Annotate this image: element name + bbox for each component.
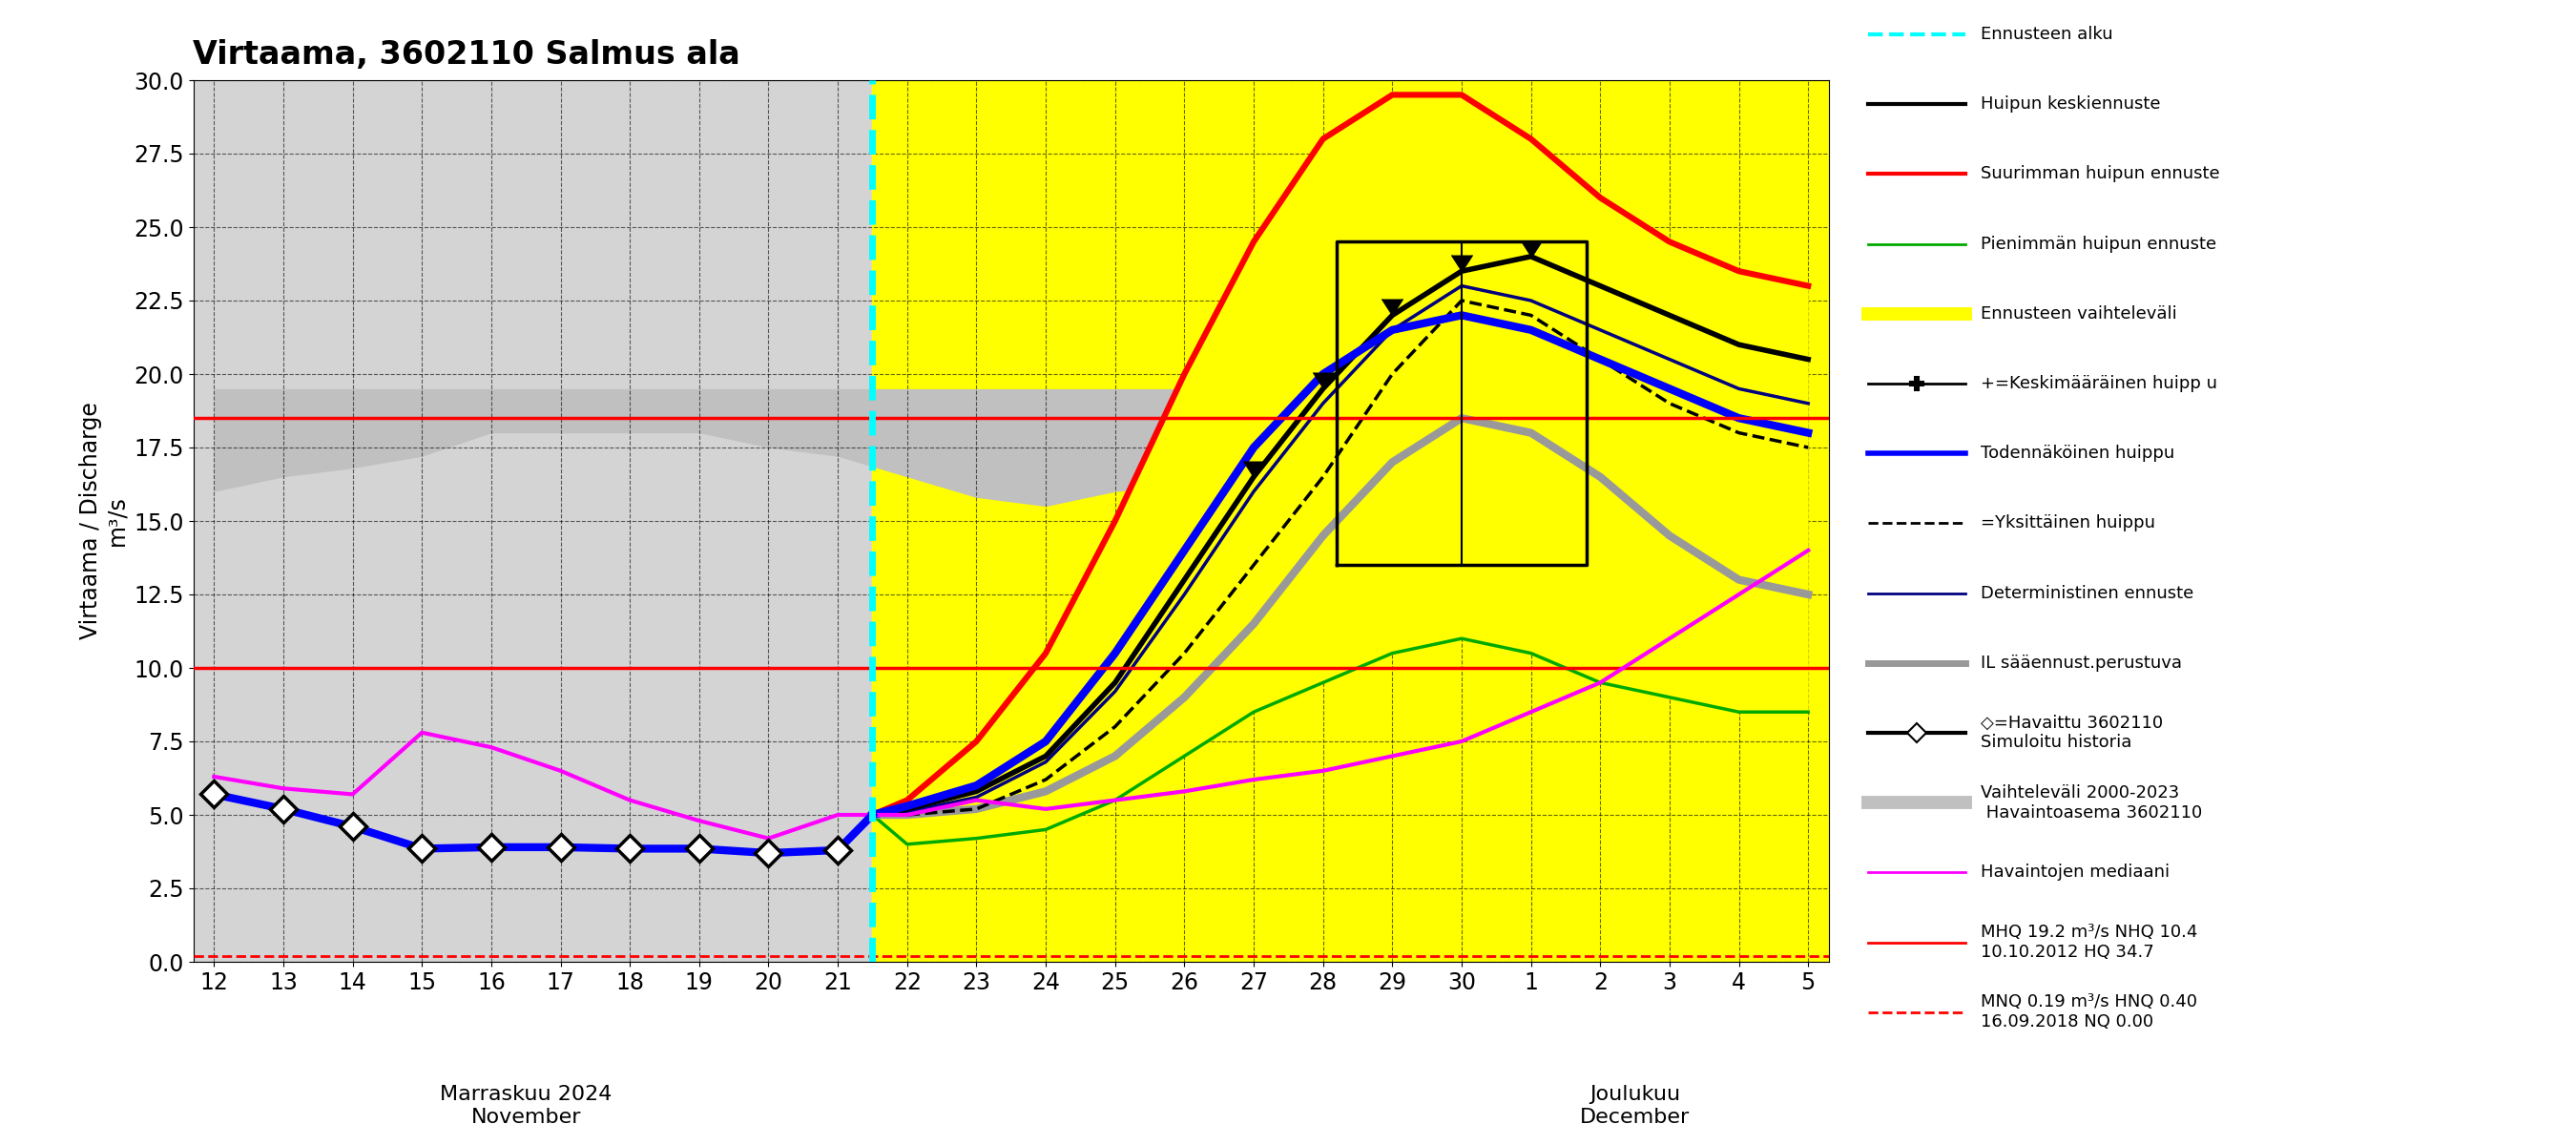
Text: MNQ 0.19 m³/s HNQ 0.40
16.09.2018 NQ 0.00: MNQ 0.19 m³/s HNQ 0.40 16.09.2018 NQ 0.0…: [1981, 994, 2197, 1030]
Text: Virtaama, 3602110 Salmus ala: Virtaama, 3602110 Salmus ala: [193, 39, 742, 71]
Y-axis label: Virtaama / Discharge
m³/s: Virtaama / Discharge m³/s: [80, 402, 129, 640]
Text: Havaintojen mediaani: Havaintojen mediaani: [1981, 863, 2169, 882]
Text: IL sääennust.perustuva: IL sääennust.perustuva: [1981, 654, 2182, 671]
Text: Suurimman huipun ennuste: Suurimman huipun ennuste: [1981, 166, 2221, 182]
Text: Pienimmän huipun ennuste: Pienimmän huipun ennuste: [1981, 236, 2218, 253]
Text: Marraskuu 2024
November: Marraskuu 2024 November: [440, 1085, 613, 1127]
Text: Todennäköinen huippu: Todennäköinen huippu: [1981, 444, 2174, 461]
Text: =Yksittäinen huippu: =Yksittäinen huippu: [1981, 515, 2156, 531]
Text: Joulukuu
December: Joulukuu December: [1579, 1085, 1690, 1127]
Text: Ennusteen alku: Ennusteen alku: [1981, 25, 2112, 42]
Bar: [873, 80, 1829, 962]
Text: MHQ 19.2 m³/s NHQ 10.4
10.10.2012 HQ 34.7: MHQ 19.2 m³/s NHQ 10.4 10.10.2012 HQ 34.…: [1981, 924, 2197, 961]
Text: +=Keskimääräinen huipp u: +=Keskimääräinen huipp u: [1981, 374, 2218, 392]
Text: ◇=Havaittu 3602110
Simuloitu historia: ◇=Havaittu 3602110 Simuloitu historia: [1981, 714, 2164, 751]
Text: Huipun keskiennuste: Huipun keskiennuste: [1981, 96, 2161, 113]
Text: Ennusteen vaihteleväli: Ennusteen vaihteleväli: [1981, 305, 2177, 323]
Text: Deterministinen ennuste: Deterministinen ennuste: [1981, 584, 2195, 602]
Text: Vaihteleväli 2000-2023
 Havaintoasema 3602110: Vaihteleväli 2000-2023 Havaintoasema 360…: [1981, 784, 2202, 821]
